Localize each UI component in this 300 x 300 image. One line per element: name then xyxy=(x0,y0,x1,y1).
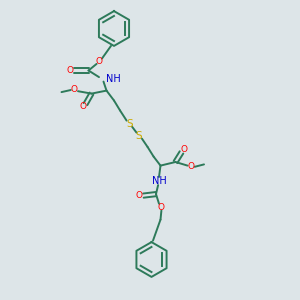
Text: O: O xyxy=(66,66,73,75)
Text: O: O xyxy=(71,85,78,94)
Text: O: O xyxy=(158,202,165,211)
Text: O: O xyxy=(188,162,195,171)
Text: NH: NH xyxy=(152,176,166,186)
Text: O: O xyxy=(95,57,103,66)
Text: S: S xyxy=(136,130,142,141)
Text: O: O xyxy=(80,102,87,111)
Text: O: O xyxy=(180,145,188,154)
Text: S: S xyxy=(126,118,133,129)
Text: NH: NH xyxy=(106,74,120,84)
Text: O: O xyxy=(136,191,143,200)
